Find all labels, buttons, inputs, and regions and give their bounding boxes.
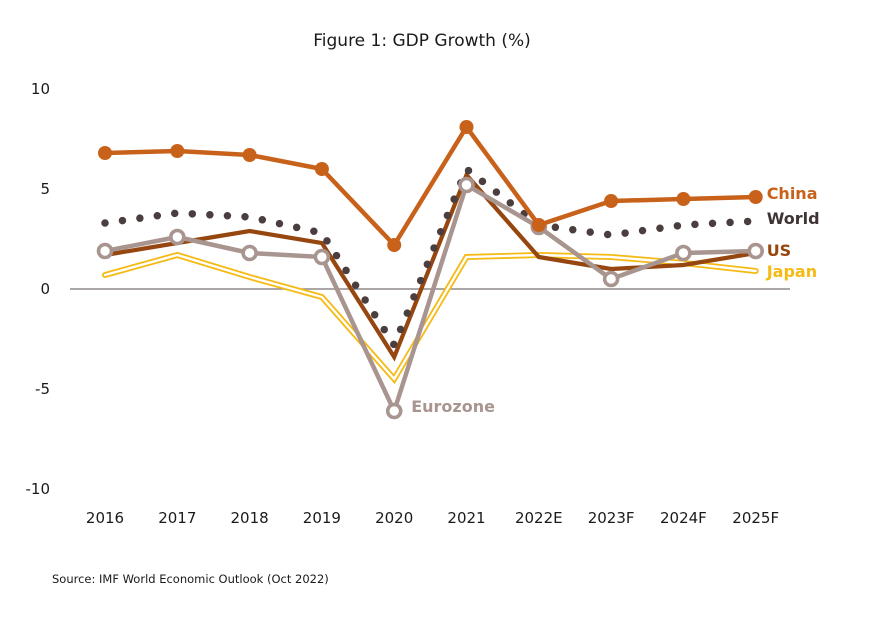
data-point-china	[314, 162, 329, 176]
series-label-eurozone: Eurozone	[411, 397, 495, 416]
y-tick-label: -5	[35, 380, 50, 398]
y-tick-label: -10	[26, 480, 51, 498]
data-point-china	[676, 192, 691, 206]
data-point-china	[531, 218, 546, 232]
data-point-eurozone	[458, 176, 475, 194]
data-point-eurozone	[241, 244, 258, 262]
data-point-eurozone	[602, 270, 620, 288]
data-point-china	[98, 146, 112, 160]
data-point-china	[459, 120, 474, 134]
x-tick-label: 2025F	[732, 509, 779, 527]
data-point-china	[170, 144, 185, 158]
x-tick-label: 2024F	[660, 509, 707, 527]
data-point-eurozone	[313, 248, 331, 266]
x-tick-label: 2023F	[588, 509, 635, 527]
series-world	[101, 165, 760, 349]
series-line-world	[101, 165, 760, 349]
chart-title: Figure 1: GDP Growth (%)	[313, 31, 531, 51]
data-point-eurozone	[169, 228, 186, 246]
data-point-china	[387, 238, 402, 252]
x-tick-label: 2020	[375, 509, 413, 527]
data-point-eurozone	[675, 244, 692, 262]
y-tick-label: 10	[31, 80, 50, 98]
data-point-china	[748, 190, 763, 204]
series-line-china	[104, 124, 756, 248]
data-point-eurozone	[747, 242, 765, 260]
series-line-japan-inner	[103, 253, 757, 382]
y-axis: 10 5 0 -5 -10	[26, 80, 51, 498]
data-point-china	[242, 148, 257, 162]
x-tick-label: 2018	[231, 509, 269, 527]
data-point-eurozone	[385, 402, 403, 420]
x-tick-label: 2019	[303, 509, 341, 527]
x-tick-label: 2021	[447, 509, 485, 527]
x-tick-label: 2017	[158, 509, 196, 527]
series-label-world: World	[767, 209, 820, 228]
series-labels: China World US Japan Eurozone	[411, 184, 819, 416]
series-eurozone	[96, 176, 765, 420]
series-label-china: China	[767, 184, 818, 203]
y-tick-label: 0	[40, 280, 50, 298]
series-label-us: US	[767, 241, 792, 260]
series-china	[98, 120, 763, 252]
series-layer	[96, 120, 765, 420]
x-tick-label: 2016	[86, 509, 124, 527]
x-tick-label: 2022E	[515, 509, 563, 527]
series-line-eurozone	[104, 182, 756, 414]
series-label-japan: Japan	[766, 262, 817, 281]
data-point-eurozone	[96, 242, 114, 260]
data-point-china	[604, 194, 619, 208]
x-axis: 2016 2017 2018 2019 2020 2021 2022E 2023F 2024F 2…	[86, 509, 779, 527]
series-japan	[102, 251, 759, 385]
source-note: Source: IMF World Economic Outlook (Oct …	[52, 572, 329, 586]
y-tick-label: 5	[40, 180, 50, 198]
